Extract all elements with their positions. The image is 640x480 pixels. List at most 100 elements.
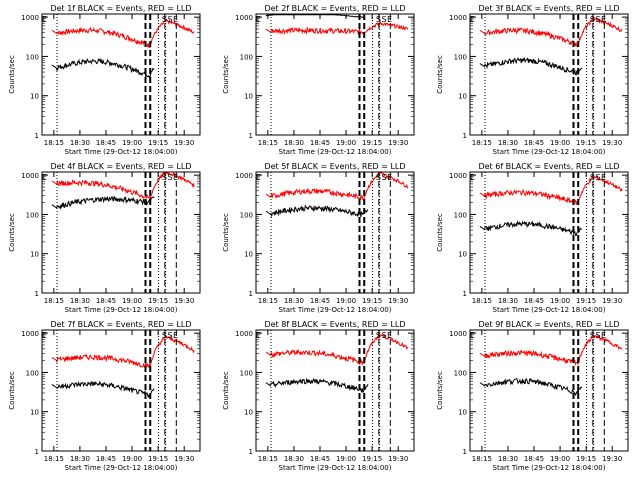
panel-title: Det 5f BLACK = Events, RED = LLD <box>264 162 405 171</box>
y-tick-label: 1000 <box>21 172 39 180</box>
x-axis-label: Start Time (29-Oct-12 18:04:00) <box>493 306 606 314</box>
plot-frame <box>41 329 201 452</box>
x-tick-label: 19:00 <box>550 297 570 305</box>
x-tick-label: 19:30 <box>174 139 194 147</box>
marker-label: S <box>590 331 595 340</box>
series-events <box>265 14 365 19</box>
y-tick-label: 1000 <box>235 330 253 338</box>
x-tick-label: 19:00 <box>336 297 356 305</box>
panel-det-8: Det 8f BLACK = Events, RED = LLD 1 10 100 10… <box>222 320 415 472</box>
plot-frame <box>469 13 629 136</box>
y-tick-label: 10 <box>30 409 39 417</box>
y-tick-label: 100 <box>454 211 467 219</box>
y-axis-label: Counts/sec <box>436 55 444 94</box>
x-tick-label: 19:30 <box>388 297 408 305</box>
marker-label: S <box>167 173 172 182</box>
y-axis-label: Counts/sec <box>8 371 16 410</box>
series-lld <box>51 18 195 49</box>
series-events <box>479 220 583 237</box>
marker-label: E <box>42 15 47 24</box>
panel-det-3: Det 3f BLACK = Events, RED = LLD 1 10 100 10… <box>436 4 629 156</box>
x-axis-label: Start Time (29-Oct-12 18:04:00) <box>279 464 392 472</box>
y-tick-label: 10 <box>30 93 39 101</box>
x-tick-label: 18:45 <box>96 455 116 463</box>
y-tick-label: 1 <box>463 132 467 140</box>
x-tick-label: 19:00 <box>122 139 142 147</box>
marker-label: S <box>590 15 595 24</box>
y-tick-label: 100 <box>26 369 39 377</box>
series-events <box>51 195 155 210</box>
x-tick-label: 18:15 <box>472 455 492 463</box>
plot-frame <box>255 329 415 452</box>
marker-label: E <box>256 15 261 24</box>
x-tick-label: 19:30 <box>388 455 408 463</box>
y-tick-label: 1 <box>463 448 467 456</box>
y-tick-label: 100 <box>240 211 253 219</box>
marker-label: S <box>381 331 386 340</box>
y-axis-label: Counts/sec <box>8 55 16 94</box>
y-tick-label: 1 <box>463 290 467 298</box>
y-axis-label: Counts/sec <box>222 55 230 94</box>
y-tick-label: 100 <box>240 53 253 61</box>
x-tick-label: 19:00 <box>122 455 142 463</box>
x-axis-label: Start Time (29-Oct-12 18:04:00) <box>65 148 178 156</box>
marker-label: S <box>595 173 600 182</box>
panel-title: Det 3f BLACK = Events, RED = LLD <box>478 4 619 13</box>
x-tick-label: 19:30 <box>174 297 194 305</box>
y-tick-label: 10 <box>458 409 467 417</box>
x-tick-label: 18:30 <box>284 455 304 463</box>
plot-frame <box>255 171 415 294</box>
x-tick-label: 18:30 <box>498 455 518 463</box>
x-tick-label: 19:00 <box>550 139 570 147</box>
x-tick-label: 19:00 <box>550 455 570 463</box>
series-lld <box>479 17 623 48</box>
marker-label: E <box>470 15 475 24</box>
y-tick-label: 10 <box>458 93 467 101</box>
panel-det-2: Det 2f BLACK = Events, RED = LLD 1 10 100 10… <box>222 4 415 156</box>
panel-title: Det 8f BLACK = Events, RED = LLD <box>264 320 405 329</box>
x-tick-label: 19:15 <box>148 297 168 305</box>
y-tick-label: 1 <box>35 448 39 456</box>
y-axis-label: Counts/sec <box>436 371 444 410</box>
x-tick-label: 19:00 <box>336 139 356 147</box>
x-tick-label: 18:30 <box>70 297 90 305</box>
y-tick-label: 1000 <box>449 14 467 22</box>
plot-frame <box>41 171 201 294</box>
plot-frame <box>469 329 629 452</box>
panel-det-7: Det 7f BLACK = Events, RED = LLD 1 10 100 10… <box>8 320 201 472</box>
x-tick-label: 18:15 <box>472 297 492 305</box>
y-tick-label: 1000 <box>21 14 39 22</box>
series-events <box>479 56 583 76</box>
x-tick-label: 19:00 <box>122 297 142 305</box>
y-tick-label: 1 <box>249 290 253 298</box>
x-tick-label: 18:45 <box>310 297 330 305</box>
marker-label: S <box>590 173 595 182</box>
y-tick-label: 1000 <box>235 14 253 22</box>
panel-title: Det 1f BLACK = Events, RED = LLD <box>50 4 191 13</box>
panel-title: Det 9f BLACK = Events, RED = LLD <box>478 320 619 329</box>
x-tick-label: 18:30 <box>498 297 518 305</box>
series-lld <box>51 335 195 370</box>
x-tick-label: 18:15 <box>258 139 278 147</box>
y-axis-label: Counts/sec <box>222 213 230 252</box>
marker-label: S <box>381 173 386 182</box>
marker-label: S <box>162 15 167 24</box>
panel-title: Det 2f BLACK = Events, RED = LLD <box>264 4 405 13</box>
marker-label: S <box>595 15 600 24</box>
x-tick-label: 18:15 <box>44 455 64 463</box>
marker-label: E <box>387 173 392 182</box>
marker-label: E <box>470 331 475 340</box>
y-tick-label: 1 <box>35 132 39 140</box>
series-lld <box>265 20 409 36</box>
x-tick-label: 19:30 <box>602 455 622 463</box>
y-tick-label: 10 <box>458 251 467 259</box>
y-tick-label: 100 <box>454 53 467 61</box>
x-tick-label: 18:45 <box>310 139 330 147</box>
x-tick-label: 18:15 <box>258 297 278 305</box>
series-events <box>51 57 155 79</box>
x-tick-label: 18:45 <box>96 297 116 305</box>
x-tick-label: 18:30 <box>70 455 90 463</box>
x-axis-label: Start Time (29-Oct-12 18:04:00) <box>65 306 178 314</box>
y-tick-label: 1000 <box>235 172 253 180</box>
x-tick-label: 19:15 <box>362 139 382 147</box>
